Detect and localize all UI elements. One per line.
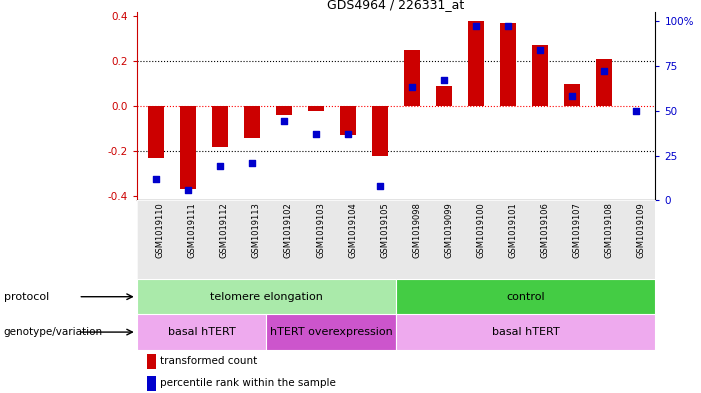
Point	[631, 107, 642, 114]
Bar	[212, 106, 228, 147]
Bar	[564, 84, 580, 106]
Bar	[308, 106, 324, 110]
Bar	[137, 279, 396, 314]
Bar	[340, 106, 356, 135]
Bar	[500, 23, 516, 106]
Bar	[147, 376, 156, 391]
Text: hTERT overexpression: hTERT overexpression	[270, 327, 393, 337]
Point	[311, 131, 322, 137]
Bar	[266, 314, 396, 350]
Text: GSM1019108: GSM1019108	[604, 202, 613, 258]
Text: GSM1019113: GSM1019113	[252, 202, 261, 258]
Text: GSM1019105: GSM1019105	[380, 202, 389, 258]
Point	[150, 176, 161, 182]
Point	[599, 68, 610, 74]
Text: GSM1019104: GSM1019104	[348, 202, 357, 258]
Bar	[404, 50, 420, 106]
Point	[566, 93, 578, 99]
Text: GSM1019098: GSM1019098	[412, 202, 421, 258]
Text: GSM1019102: GSM1019102	[284, 202, 293, 258]
Text: GSM1019101: GSM1019101	[508, 202, 517, 258]
Point	[215, 163, 226, 169]
Text: basal hTERT: basal hTERT	[168, 327, 236, 337]
Text: GSM1019112: GSM1019112	[220, 202, 229, 258]
Text: protocol: protocol	[4, 292, 49, 302]
Bar	[468, 21, 484, 106]
Bar	[596, 59, 612, 106]
Text: genotype/variation: genotype/variation	[4, 327, 102, 337]
Text: GSM1019100: GSM1019100	[476, 202, 485, 258]
Text: percentile rank within the sample: percentile rank within the sample	[160, 378, 336, 388]
Point	[503, 23, 514, 29]
Point	[246, 160, 257, 166]
Text: GSM1019110: GSM1019110	[156, 202, 165, 258]
Bar	[396, 314, 655, 350]
Point	[182, 187, 193, 193]
Bar	[244, 106, 260, 138]
Text: GSM1019103: GSM1019103	[316, 202, 325, 258]
Point	[407, 84, 418, 90]
Bar	[532, 46, 548, 106]
Bar	[436, 86, 452, 106]
Bar	[148, 106, 164, 158]
Text: GSM1019109: GSM1019109	[637, 202, 645, 258]
Point	[470, 23, 482, 29]
Point	[374, 183, 386, 189]
Text: GSM1019099: GSM1019099	[444, 202, 453, 258]
Bar	[372, 106, 388, 156]
Title: GDS4964 / 226331_at: GDS4964 / 226331_at	[327, 0, 465, 11]
Text: GSM1019106: GSM1019106	[540, 202, 549, 258]
Point	[342, 131, 353, 137]
Bar	[180, 106, 196, 189]
Bar	[147, 354, 156, 369]
Point	[535, 46, 546, 53]
Text: basal hTERT: basal hTERT	[492, 327, 559, 337]
Point	[278, 118, 290, 125]
Point	[439, 77, 450, 83]
Text: GSM1019111: GSM1019111	[188, 202, 197, 258]
Text: GSM1019107: GSM1019107	[572, 202, 581, 258]
Text: transformed count: transformed count	[160, 356, 257, 366]
Bar	[396, 279, 655, 314]
Text: telomere elongation: telomere elongation	[210, 292, 323, 302]
Bar	[276, 106, 292, 115]
Text: control: control	[506, 292, 545, 302]
Bar	[137, 314, 266, 350]
